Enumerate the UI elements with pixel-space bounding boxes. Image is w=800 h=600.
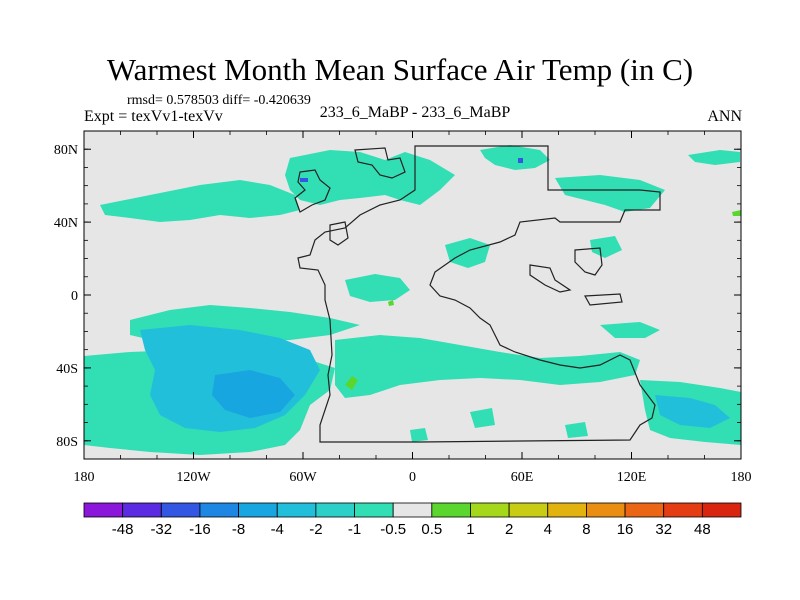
coast-pangea-main [297,145,661,443]
colorbar-label: 48 [694,521,711,538]
colorbar-label: -2 [309,521,322,538]
coast-north-island-a [354,147,406,179]
patch-south-small-b [470,408,495,428]
anomaly-patches-strong [212,370,295,418]
colorbar-swatch [276,502,317,518]
y-tick-label: 40N [54,216,78,231]
x-tick-label: 120W [176,470,211,485]
colorbar-label: -0.5 [380,521,406,538]
stats-text: rmsd= 0.578503 diff= -0.420639 [127,93,311,108]
colorbar-swatch [470,502,510,518]
anomaly-patches-dark [300,158,523,182]
experiment-label: Expt = texVv1-texVv [84,108,223,125]
x-axis: 180 120W 60W 0 60E 120E 180 [74,131,752,485]
colorbar-swatch [663,502,703,518]
colorbar-label: 4 [544,521,552,538]
dark-spot-a [300,178,308,182]
x-tick-label: 60E [511,470,534,485]
x-tick-label: 60W [289,470,317,485]
coast-east-strip [584,293,623,306]
coast-peninsula-west [329,221,349,246]
y-tick-label: 80S [56,435,78,450]
patch-south-small-a [410,428,428,442]
patch-pacific-deep [212,370,295,418]
colorbar-swatch [354,502,394,518]
x-tick-label: 120E [617,470,647,485]
patch-arctic-east [688,150,740,165]
positive-spot-a [345,376,358,390]
positive-spot-b [388,300,394,306]
coast-east-lobe [574,247,603,276]
colorbar-label: 8 [582,521,590,538]
patch-east-asia [590,236,622,258]
colorbar-label: 16 [617,521,634,538]
patch-equator-west [345,274,410,302]
colorbar-label: -32 [150,521,172,538]
positive-spot-c [732,210,741,216]
colorbar-label: 2 [505,521,513,538]
colorbar-swatch [624,502,665,518]
y-axis: 80N 40N 0 40S 80S [54,130,741,460]
colorbar-swatch [122,502,162,518]
colorbar: -48 -32 -16 -8 -4 -2 -1 -0.5 0.5 1 2 4 8 16 32 48 [83,502,742,538]
colorbar-label: 1 [466,521,474,538]
colorbar-swatch [701,502,742,518]
period-label: ANN [707,108,742,125]
colorbar-label: 32 [655,521,672,538]
patch-north-pacific [100,180,300,222]
coastlines [294,145,661,443]
colorbar-label: -8 [232,521,245,538]
coast-inner-sea [529,264,572,293]
colorbar-swatch [238,502,278,518]
x-tick-label: 180 [74,470,95,485]
colorbar-swatch [392,502,433,518]
colorbar-swatch [547,502,587,518]
colorbar-label: -4 [271,521,284,538]
patch-southern-ocean-mid [335,335,640,398]
patch-southern-east-core [655,395,730,428]
colorbar-swatch [508,502,549,518]
colorbar-label: -16 [189,521,211,538]
y-tick-label: 0 [71,289,78,304]
x-tick-label: 0 [409,470,416,485]
patch-central-asia [445,238,490,268]
colorbar-swatch [315,502,355,518]
dark-spot-b [518,158,523,163]
comparison-label: 233_6_MaBP - 233_6_MaBP [319,104,511,121]
patch-equator-east [600,322,660,338]
y-tick-label: 40S [56,362,78,377]
x-tick-label: 180 [731,470,752,485]
chart-title: Warmest Month Mean Surface Air Temp (in … [106,52,694,87]
patch-south-small-c [565,422,588,438]
colorbar-label: 0.5 [421,521,442,538]
colorbar-swatch [160,502,201,518]
colorbar-label: -1 [348,521,361,538]
y-tick-label: 80N [54,143,78,158]
patch-siberia-b [555,175,665,212]
coast-north-island-b [294,169,331,213]
colorbar-swatch [431,502,471,518]
colorbar-label: -48 [112,521,134,538]
positive-anomaly-spots [345,210,741,390]
colorbar-swatch [586,502,626,518]
colorbar-swatch [83,502,124,518]
patch-siberia-a [480,145,550,170]
colorbar-swatch [199,502,239,518]
